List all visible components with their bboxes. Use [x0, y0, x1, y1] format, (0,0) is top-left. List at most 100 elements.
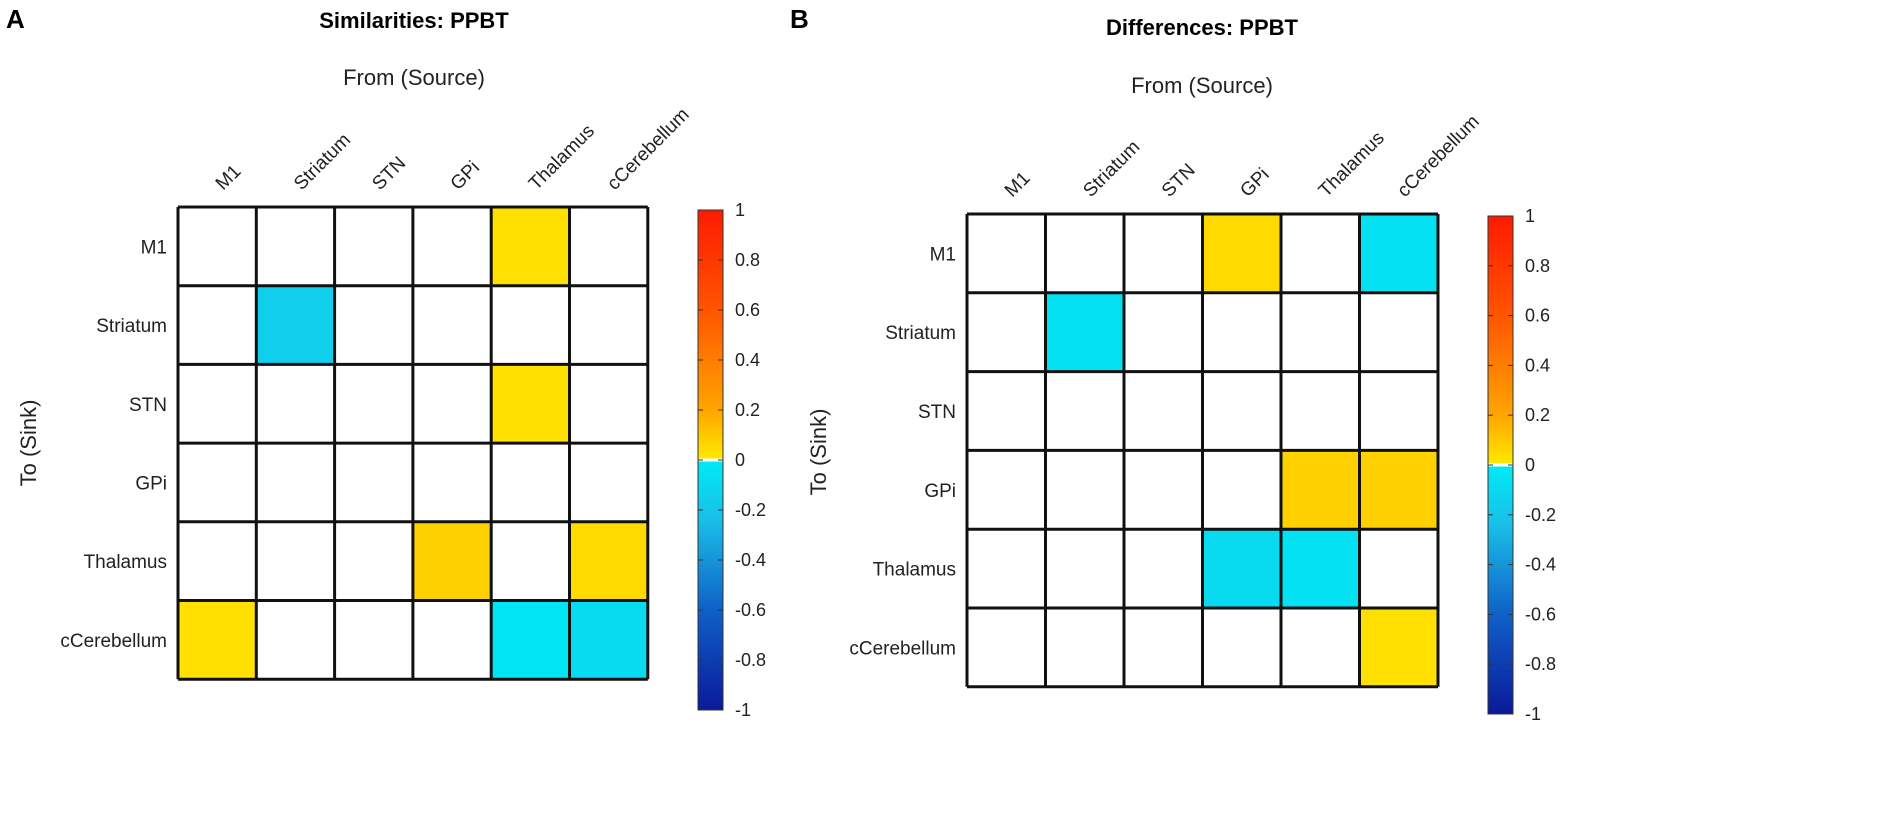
panel-b-cell-r2-c6 [1359, 292, 1438, 372]
panel-a-colorbar-label-8: -0.4 [735, 550, 766, 570]
panel-a-cell-r2-c1 [178, 285, 257, 365]
panel-a-row-label-5: Thalamus [84, 552, 167, 573]
panel-a-cell-r5-c6 [569, 521, 648, 601]
panel-b-col-label-5: Thalamus [1315, 128, 1389, 202]
panel-b-cell-r4-c4 [1202, 450, 1281, 530]
panel-a-y-axis-title: To (Sink) [16, 400, 41, 487]
panel-b-cell-r2-c4 [1202, 292, 1281, 372]
panel-a-row-labels: M1 Striatum STN GPi Thalamus cCerebellum [60, 237, 167, 651]
panel-b-colorbar-label-8: -0.4 [1525, 555, 1556, 575]
panel-a-letter: A [6, 4, 25, 34]
panel-b-col-label-1: M1 [1001, 168, 1035, 202]
panel-a-row-label-1: M1 [141, 237, 167, 258]
panel-b-cell-r1-c5 [1281, 214, 1360, 293]
panel-a-col-label-1: M1 [212, 161, 246, 195]
panel-b-cell-r3-c2 [1045, 371, 1124, 451]
panel-b-y-axis-title: To (Sink) [806, 409, 831, 496]
panel-a-cell-r4-c1 [178, 443, 257, 522]
panel-a-cell-r4-c6 [569, 443, 648, 522]
panel-a-heatmap-cells [178, 207, 648, 680]
panel-b-grid [965, 212, 1440, 689]
panel-b-colorbar-label-6: 0 [1525, 455, 1535, 475]
panel-b-cell-r5-c3 [1124, 529, 1203, 608]
panel-a-cell-r3-c6 [569, 364, 648, 444]
panel-a-column-labels: M1 Striatum STN GPi Thalamus cCerebellum [212, 104, 694, 194]
panel-a-cell-r6-c4 [412, 600, 492, 680]
panel-b-cell-r6-c5 [1281, 608, 1360, 687]
panel-b-cell-r2-c1 [967, 292, 1046, 372]
panel-b-cell-r1-c4 [1202, 214, 1281, 293]
panel-b-col-label-6: cCerebellum [1393, 111, 1483, 201]
panel-a-row-label-2: Striatum [96, 316, 167, 337]
panel-b-cell-r6-c6 [1359, 608, 1438, 687]
panel-b-title: Differences: PPBT [1106, 15, 1299, 40]
panel-a-cell-r1-c5 [491, 207, 570, 286]
panel-a-cell-r2-c2 [256, 285, 335, 365]
panel-b-cell-r6-c3 [1124, 608, 1203, 687]
panel-b-colorbar-label-4: 0.4 [1525, 355, 1550, 375]
panel-b-colorbar-label-7: -0.2 [1525, 505, 1556, 525]
panel-b-row-label-4: GPi [924, 481, 956, 502]
panel-b: B Differences: PPBT From (Source) To (Si… [790, 4, 1556, 724]
panel-b-colorbar-label-3: 0.6 [1525, 306, 1550, 326]
panel-a-col-label-2: Striatum [290, 130, 355, 195]
panel-b-cell-r1-c1 [967, 214, 1046, 293]
panel-b-letter: B [790, 4, 809, 34]
panel-a-cell-r2-c5 [491, 285, 570, 365]
panel-b-row-label-2: Striatum [885, 323, 956, 344]
panel-a-cell-r2-c6 [569, 285, 648, 365]
panel-a-cell-r6-c2 [256, 600, 335, 680]
panel-b-heatmap-cells [967, 214, 1438, 687]
panel-a-col-label-6: cCerebellum [603, 104, 693, 194]
panel-a-cell-r3-c4 [412, 364, 492, 444]
panel-a-colorbar-label-10: -0.8 [735, 650, 766, 670]
panel-b-cell-r3-c1 [967, 371, 1046, 451]
panel-a-cell-r6-c6 [569, 600, 648, 680]
panel-a-col-label-4: GPi [447, 157, 484, 194]
panel-a-cell-r3-c1 [178, 364, 257, 444]
panel-b-colorbar-label-10: -0.8 [1525, 654, 1556, 674]
panel-a-cell-r3-c5 [491, 364, 570, 444]
panel-a-colorbar-label-3: 0.6 [735, 300, 760, 320]
panel-b-cell-r6-c1 [967, 608, 1046, 687]
panel-b-row-label-6: cCerebellum [849, 638, 956, 659]
panel-b-row-label-3: STN [918, 402, 956, 423]
panel-b-cell-r3-c6 [1359, 371, 1438, 451]
panel-b-cell-r3-c5 [1281, 371, 1360, 451]
panel-b-cell-r6-c4 [1202, 608, 1281, 687]
panel-a-row-label-6: cCerebellum [60, 631, 167, 652]
panel-b-cell-r3-c3 [1124, 371, 1203, 451]
panel-b-column-labels: M1 Striatum STN GPi Thalamus cCerebellum [1001, 111, 1484, 201]
panel-a-cell-r2-c3 [334, 285, 413, 365]
panel-a-colorbar-label-9: -0.6 [735, 600, 766, 620]
panel-b-cell-r4-c1 [967, 450, 1046, 530]
panel-a-colorbar-label-4: 0.4 [735, 350, 760, 370]
panel-a-row-label-4: GPi [135, 473, 167, 494]
panel-a-cell-r3-c3 [334, 364, 413, 444]
panel-a-colorbar-label-2: 0.8 [735, 250, 760, 270]
panel-a-cell-r5-c5 [491, 521, 570, 601]
panel-a: A Similarities: PPBT From (Source) To (S… [6, 4, 766, 720]
panel-a-cell-r5-c4 [412, 521, 492, 601]
panel-b-row-label-5: Thalamus [873, 560, 956, 581]
panel-b-col-label-3: STN [1158, 160, 1200, 202]
panel-b-cell-r4-c2 [1045, 450, 1124, 530]
panel-a-cell-r1-c4 [412, 207, 492, 286]
panel-a-x-axis-title: From (Source) [343, 65, 485, 90]
panel-a-grid [176, 205, 650, 681]
panel-b-cell-r1-c2 [1045, 214, 1124, 293]
panel-b-cell-r5-c6 [1359, 529, 1438, 608]
panel-b-colorbar-label-1: 1 [1525, 206, 1535, 226]
panel-a-cell-r3-c2 [256, 364, 335, 444]
panel-a-colorbar-label-7: -0.2 [735, 500, 766, 520]
panel-b-cell-r1-c3 [1124, 214, 1203, 293]
panel-a-cell-r6-c5 [491, 600, 570, 680]
panel-a-row-label-3: STN [129, 395, 167, 416]
panel-a-cell-r4-c4 [412, 443, 492, 522]
panel-b-cell-r6-c2 [1045, 608, 1124, 687]
panel-b-row-labels: M1 Striatum STN GPi Thalamus cCerebellum [849, 244, 956, 659]
panel-b-colorbar-label-2: 0.8 [1525, 256, 1550, 276]
panel-b-cell-r2-c3 [1124, 292, 1203, 372]
panel-b-colorbar-label-11: -1 [1525, 704, 1541, 724]
panel-b-cell-r2-c5 [1281, 292, 1360, 372]
